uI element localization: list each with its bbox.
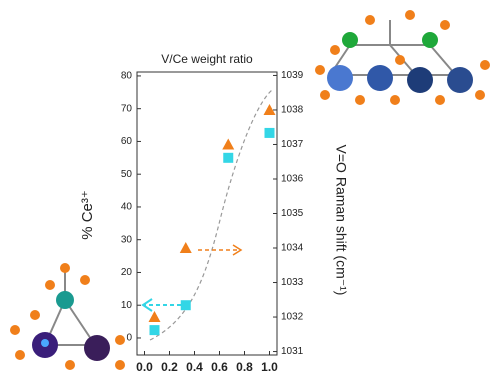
y2-tick-label: 1038 [281,105,304,116]
y-tick-label: 0 [126,333,132,344]
y-axis-label: % Ce³⁺ [79,190,96,240]
y-tick-label: 50 [121,169,133,180]
x-tick-label: 0.2 [161,360,178,374]
square-marker [180,300,191,311]
y-tick-label: 70 [121,103,133,114]
y2-tick-label: 1039 [281,70,304,81]
square-marker [149,325,160,336]
y2-tick-label: 1037 [281,139,304,150]
triangle-marker [179,242,192,254]
y2-tick-label: 1036 [281,174,304,185]
y2-tick-label: 1033 [281,277,304,288]
triangle-marker [148,311,161,323]
y2-tick-label: 1034 [281,243,304,254]
x-tick-label: 0.0 [136,360,153,374]
y-tick-label: 40 [121,202,133,213]
molecule-top [315,10,490,105]
y2-tick-label: 1035 [281,208,304,219]
trend-curve [149,89,273,341]
x-tick-label: 0.8 [236,360,253,374]
triangle-marker [222,138,235,150]
y-tick-label: 80 [121,71,133,82]
x-tick-label: 0.4 [186,360,203,374]
triangle-marker [263,103,276,115]
arrow-right [198,244,243,256]
x-tick-label: 1.0 [261,360,278,374]
y-tick-label: 10 [121,300,133,311]
y2-axis-label: V=O Raman shift (cm⁻¹) [333,145,349,296]
y2-tick-label: 1031 [281,346,304,357]
x-tick-label: 0.6 [211,360,228,374]
chart-title: V/Ce weight ratio [161,52,253,66]
square-marker [223,152,234,163]
y-tick-label: 30 [121,234,133,245]
y-tick-label: 20 [121,267,133,278]
square-marker [264,127,275,138]
y-tick-label: 60 [121,136,133,147]
molecule-bottom [10,263,125,370]
y2-tick-label: 1032 [281,312,304,323]
